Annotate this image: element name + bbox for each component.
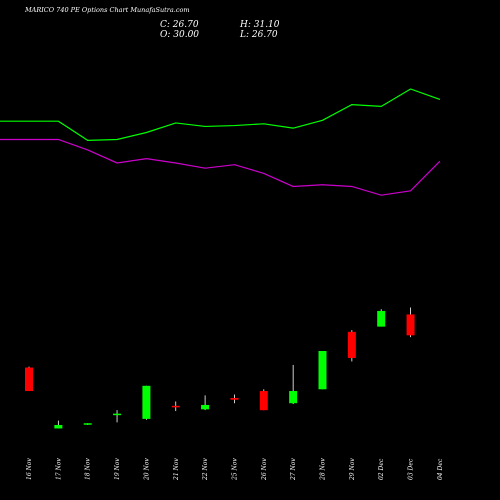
chart-title: MARICO 740 PE Options Chart MunafaSutra.… [25,6,190,14]
candle-body [201,404,210,410]
x-tick-label: 29 Nov [349,458,356,481]
lower-band-line [0,138,441,196]
x-tick-label: 26 Nov [261,458,268,481]
upper-band-line [0,88,441,141]
candle-body [113,413,122,416]
candle-body [347,331,356,358]
candle-body [406,314,415,336]
low-value: L: 26.70 [240,30,278,40]
candle-body [54,424,63,429]
candle-body [142,385,151,419]
x-tick-label: 21 Nov [173,458,180,481]
candle-body [318,350,327,390]
x-tick-label: 17 Nov [55,458,62,480]
high-value: H: 31.10 [240,20,280,30]
candle-body [171,405,180,408]
x-tick-label: 28 Nov [320,458,327,481]
x-tick-label: 20 Nov [143,458,150,481]
candle-body [259,391,268,411]
x-tick-label: 04 Dec [437,458,444,480]
x-tick-label: 18 Nov [85,458,92,480]
x-tick-label: 02 Dec [378,458,385,480]
candle-body [377,310,386,327]
x-tick-label: 19 Nov [114,458,121,480]
x-tick-label: 25 Nov [231,458,238,481]
candle-body [25,367,33,392]
x-tick-label: 27 Nov [290,458,297,481]
candle-body [83,423,92,425]
candle-body [289,391,298,404]
candle-body [230,397,239,400]
open-value: O: 30.00 [160,30,200,40]
close-value: C: 26.70 [160,20,199,30]
x-tick-label: 22 Nov [202,458,209,481]
x-tick-label: 03 Dec [408,458,415,480]
x-tick-label: 16 Nov [26,458,33,480]
